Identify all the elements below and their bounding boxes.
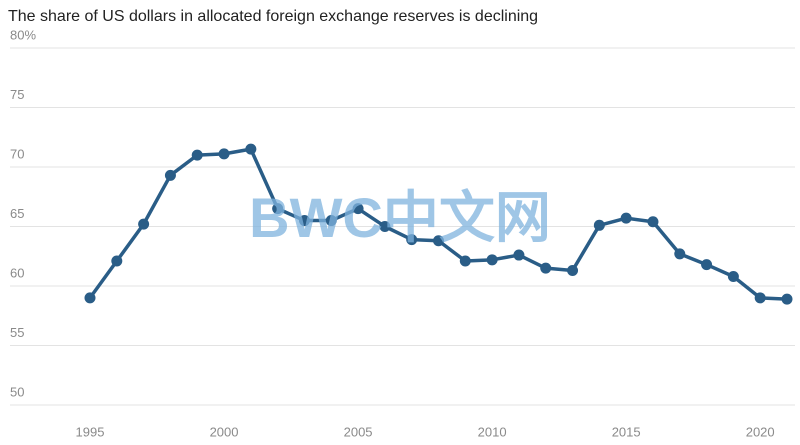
data-point (674, 248, 686, 260)
data-point (486, 254, 498, 266)
data-point (245, 143, 257, 155)
x-tick-label: 1995 (76, 424, 105, 439)
y-tick-label: 55 (10, 325, 24, 340)
x-tick-label: 2005 (344, 424, 373, 439)
data-point (111, 255, 123, 267)
data-point (781, 293, 793, 305)
y-tick-label: 75 (10, 87, 24, 102)
data-point (84, 292, 96, 304)
data-point (459, 255, 471, 267)
data-point (191, 149, 203, 161)
data-point (352, 203, 364, 215)
chart-title: The share of US dollars in allocated for… (8, 8, 538, 25)
y-tick-label: 70 (10, 146, 24, 161)
y-tick-label: 50 (10, 384, 24, 399)
data-point (647, 216, 659, 228)
data-point (567, 265, 579, 277)
data-point (164, 169, 176, 181)
x-tick-label: 2015 (612, 424, 641, 439)
data-point (406, 234, 418, 246)
data-point (701, 259, 713, 271)
x-tick-label: 2020 (746, 424, 775, 439)
data-point (379, 221, 391, 232)
y-tick-label: 65 (10, 206, 24, 221)
data-point (298, 215, 310, 227)
data-point (593, 219, 605, 231)
data-point (272, 203, 284, 215)
x-tick-label: 2010 (478, 424, 507, 439)
data-point (727, 270, 739, 282)
x-tick-label: 2000 (210, 424, 239, 439)
watermark: BWC中文网 (249, 186, 551, 249)
y-tick-label: 80% (10, 27, 36, 42)
data-point (433, 235, 444, 247)
data-point (754, 292, 766, 304)
y-tick-label: 60 (10, 265, 24, 280)
data-point (138, 218, 150, 230)
data-point (325, 215, 337, 227)
data-point (620, 212, 632, 224)
data-point (513, 249, 525, 261)
data-point (218, 148, 230, 160)
data-point (540, 262, 552, 274)
